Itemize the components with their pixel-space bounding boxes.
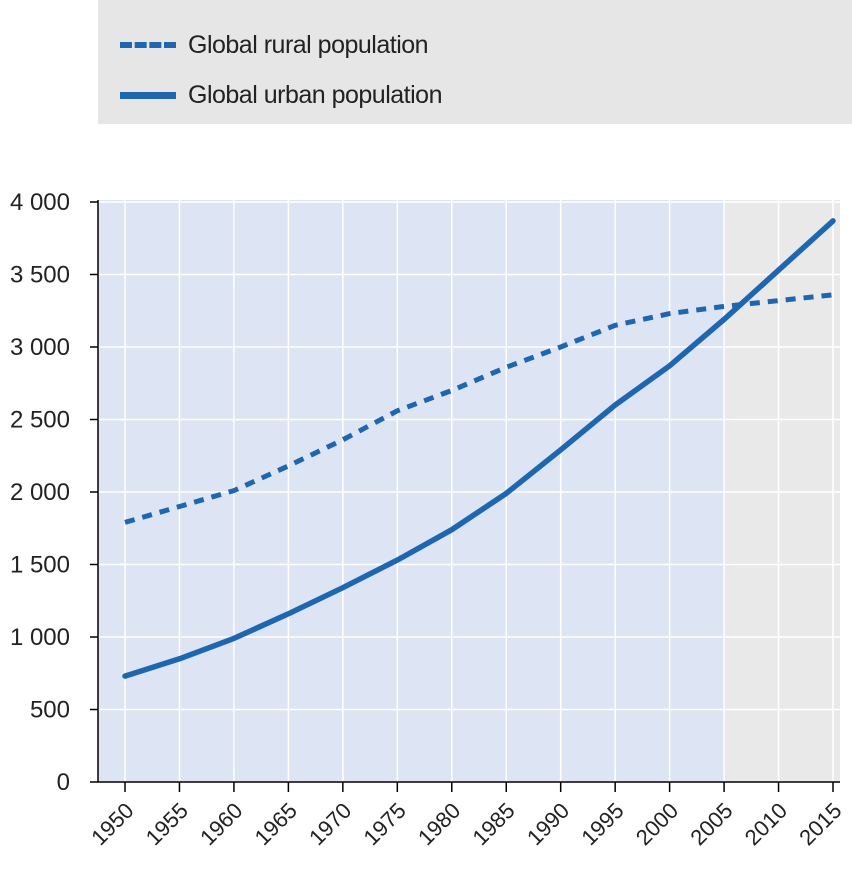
y-tick-label: 0	[57, 769, 70, 796]
legend-item-urban: Global urban population	[120, 80, 442, 110]
y-tick-label: 1 000	[10, 624, 70, 651]
chart-legend: Global rural population Global urban pop…	[98, 0, 852, 124]
x-tick-label: 2015	[794, 798, 846, 850]
plot-background-projection	[725, 200, 840, 782]
x-tick-label: 1985	[467, 798, 519, 850]
legend-item-rural: Global rural population	[120, 30, 429, 60]
y-tick-label: 1 500	[10, 552, 70, 579]
legend-swatch-solid	[120, 91, 176, 99]
line-chart: 0 500 1 000 1 500 2 000 2 500 3 000 3 500 4 000 1…	[10, 189, 847, 850]
y-tick-label: 3 000	[10, 334, 70, 361]
legend-label-urban: Global urban population	[188, 80, 442, 109]
x-tick-label: 1950	[86, 798, 138, 850]
x-tick-label: 2005	[685, 798, 737, 850]
x-tick-label: 1970	[304, 798, 356, 850]
x-tick-label: 1955	[141, 798, 193, 850]
x-tick-label: 1995	[576, 798, 628, 850]
series-line-rural	[124, 292, 834, 525]
y-tick-label: 2 000	[10, 479, 70, 506]
x-tick-label: 2010	[740, 798, 792, 850]
x-tick-label: 1960	[195, 798, 247, 850]
x-tick-label: 1965	[250, 798, 302, 850]
y-tick-label: 3 500	[10, 262, 70, 289]
legend-swatch-dashed	[120, 42, 176, 48]
y-tick-label: 500	[30, 697, 70, 724]
x-tick-label: 1990	[522, 798, 574, 850]
x-tick-label: 1975	[359, 798, 411, 850]
x-tick-label: 1980	[413, 798, 465, 850]
series-line-urban	[122, 218, 836, 679]
legend-label-rural: Global rural population	[188, 30, 429, 59]
y-tick-label: 4 000	[10, 189, 70, 216]
x-tick-label: 2000	[631, 798, 683, 850]
y-tick-label: 2 500	[10, 407, 70, 434]
plot-background-historic	[98, 200, 726, 782]
